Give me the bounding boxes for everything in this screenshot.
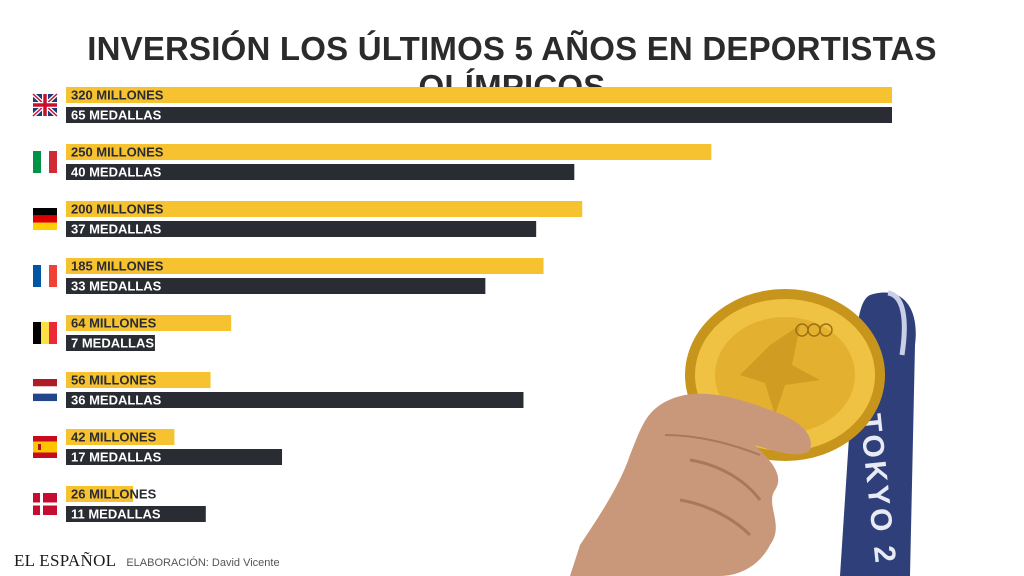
medals-bar	[66, 164, 575, 180]
investment-bar	[66, 201, 583, 217]
flag-denmark-icon	[33, 493, 57, 515]
flag-france-icon	[33, 265, 57, 287]
flag-emblem	[38, 444, 41, 450]
medals-label: 40 MEDALLAS	[71, 165, 162, 180]
flag-italy-icon	[33, 151, 57, 173]
flag-spain-icon	[33, 436, 57, 458]
investment-bar	[66, 144, 712, 160]
flag-stripe	[33, 379, 57, 387]
bar-chart: 320 MILLONES 65 MEDALLAS 250 MILLONES 40 ME…	[31, 87, 892, 522]
flag-stripe	[49, 151, 57, 173]
chart-title: INVERSIÓN LOS ÚLTIMOS 5 AÑOS EN DEPORTIS…	[87, 30, 937, 105]
investment-label: 64 MILLONES	[71, 316, 157, 331]
flag-stripe	[33, 222, 57, 231]
investment-label: 56 MILLONES	[71, 373, 157, 388]
flag-stripe	[33, 386, 57, 394]
flag-netherlands-icon	[33, 379, 57, 402]
medals-bar	[66, 335, 155, 351]
medals-bar	[66, 221, 537, 237]
flag-germany-icon	[33, 208, 57, 231]
flag-band	[33, 441, 57, 453]
flag-belgium-icon	[33, 322, 57, 344]
flag-cross-red	[33, 94, 57, 116]
flag-stripe	[33, 322, 41, 344]
flag-stripe	[33, 215, 57, 223]
medals-label: 11 MEDALLAS	[71, 507, 161, 522]
flag-stripe	[33, 265, 41, 287]
credit-text: ELABORACIÓN: David Vicente	[126, 557, 280, 569]
investment-bar	[66, 258, 544, 274]
flag-stripe	[49, 322, 57, 344]
medals-bar	[66, 449, 283, 465]
flag-stripe	[41, 151, 49, 173]
investment-label: 250 MILLONES	[71, 145, 164, 160]
flag-stripe	[41, 322, 49, 344]
investment-bar	[66, 429, 175, 445]
investment-label: 200 MILLONES	[71, 202, 164, 217]
medals-bar	[66, 506, 206, 522]
medals-label: 37 MEDALLAS	[71, 222, 162, 237]
flag-cross-h	[33, 502, 57, 506]
investment-bar	[66, 87, 892, 103]
investment-label: 320 MILLONES	[71, 88, 164, 103]
flag-uk-icon	[31, 92, 59, 118]
medals-label: 36 MEDALLAS	[71, 393, 162, 408]
investment-bar	[66, 372, 211, 388]
investment-bar	[66, 315, 232, 331]
investment-bar	[66, 486, 134, 502]
medals-bar	[66, 107, 892, 123]
flag-stripe	[33, 393, 57, 402]
medals-label: 17 MEDALLAS	[71, 450, 162, 465]
flag-stripe	[41, 265, 49, 287]
footer: EL ESPAÑOL ELABORACIÓN: David Vicente	[14, 551, 280, 571]
flag-stripe	[33, 208, 57, 216]
brand-logo: EL ESPAÑOL	[14, 551, 117, 570]
flag-stripe	[49, 265, 57, 287]
medals-bar	[66, 278, 486, 294]
medals-label: 33 MEDALLAS	[71, 279, 162, 294]
medals-label: 7 MEDALLAS	[71, 336, 154, 351]
medals-bar	[66, 392, 524, 408]
investment-label: 26 MILLONES	[71, 487, 157, 502]
gold-medal-photo: TOKYO 2	[570, 289, 916, 576]
flag-stripe	[33, 151, 41, 173]
investment-label: 42 MILLONES	[71, 430, 157, 445]
medals-label: 65 MEDALLAS	[71, 108, 162, 123]
investment-label: 185 MILLONES	[71, 259, 164, 274]
